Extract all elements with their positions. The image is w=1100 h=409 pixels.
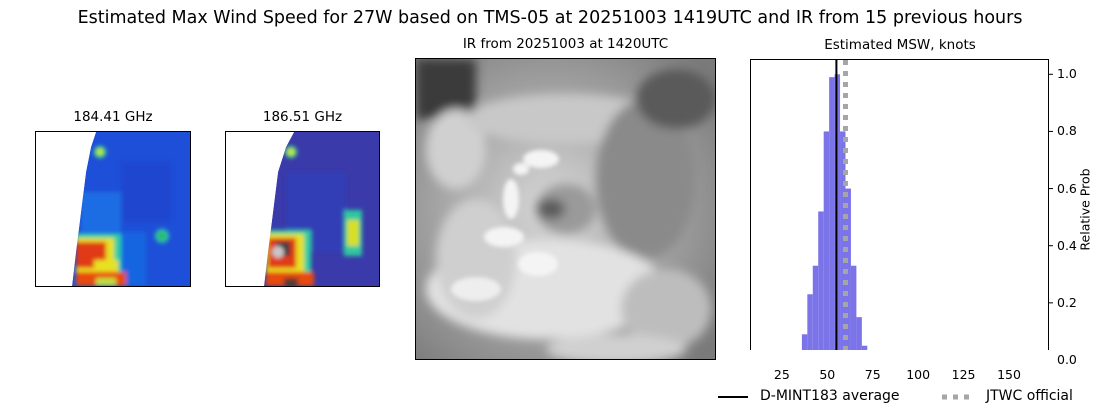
y-tick-label: 0.2 (1057, 294, 1077, 310)
mw1-panel-title: 184.41 GHz (73, 109, 153, 125)
ir-panel-title: IR from 20251003 at 1420UTC (462, 36, 669, 52)
histogram-bar (812, 265, 819, 350)
histogram-bar (807, 294, 813, 350)
x-tick-label: 125 (951, 367, 976, 382)
y-axis-ticks (1049, 73, 1053, 304)
histogram-bar (850, 265, 857, 350)
histogram-bar (845, 188, 851, 350)
x-tick-label: 25 (773, 367, 790, 382)
y-tick-label: 0.8 (1057, 123, 1077, 139)
mw1-image-panel (35, 131, 191, 287)
y-tick-label: 0.6 (1057, 180, 1077, 196)
histogram-axes-frame (750, 59, 1049, 350)
legend-average-label: D-MINT183 average (760, 388, 900, 404)
figure-title: Estimated Max Wind Speed for 27W based o… (77, 8, 1023, 28)
legend-official-label: JTWC official (986, 388, 1073, 404)
histogram-bar (801, 334, 808, 350)
x-tick-label: 100 (906, 367, 931, 382)
x-tick-label: 50 (819, 367, 836, 382)
histogram-bars (801, 74, 868, 350)
y-tick-label: 0.4 (1057, 237, 1077, 253)
histogram-bar (818, 211, 824, 350)
y-axis-label: Relative Prob (1077, 168, 1093, 251)
y-tick-label: 0.0 (1057, 352, 1077, 367)
mw2-panel-title: 186.51 GHz (262, 109, 343, 125)
x-tick-label: 150 (997, 367, 1021, 382)
ir-image-panel (415, 58, 716, 360)
y-tick-label: 1.0 (1057, 66, 1077, 82)
legend-average-line (718, 396, 748, 398)
histogram-bar (856, 317, 862, 350)
histogram-bar (823, 131, 830, 350)
mw2-image-panel (225, 131, 380, 287)
reference-lines (835, 60, 848, 350)
ir-image (416, 59, 715, 359)
legend-official-line (942, 394, 974, 400)
histogram-chart (750, 59, 1053, 350)
histogram-bar (840, 131, 846, 350)
mw1-image (36, 132, 190, 286)
mw2-image (226, 132, 379, 286)
histogram-bar (829, 77, 835, 350)
x-tick-label: 75 (864, 367, 881, 382)
histogram-bar (861, 345, 868, 350)
hist-panel-title: Estimated MSW, knots (824, 37, 976, 53)
